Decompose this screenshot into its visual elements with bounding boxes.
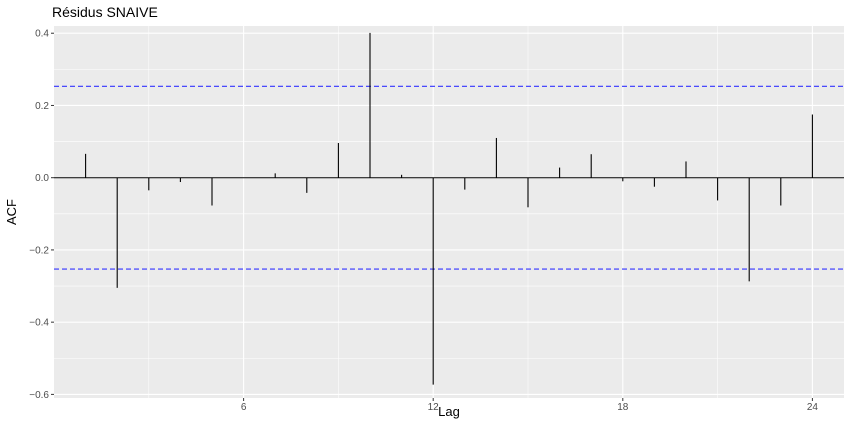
confidence-bounds [54,85,844,270]
y-axis: −0.6 −0.4 −0.2 0.0 0.2 0.4 [29,29,54,401]
y-tick-label: 0.4 [35,29,49,40]
x-tick-label: 6 [241,402,247,413]
y-tick-label: −0.2 [29,245,49,256]
x-axis: 6 12 18 24 [241,398,819,413]
x-tick-label: 24 [807,402,819,413]
y-axis-title: ACF [4,199,19,225]
acf-bars [85,32,813,385]
x-tick-label: 12 [428,402,440,413]
y-tick-label: 0.0 [35,173,49,184]
y-tick-label: −0.4 [29,318,49,329]
chart-title: Résidus SNAIVE [52,4,158,20]
minor-gridlines [54,26,844,398]
x-tick-label: 18 [617,402,629,413]
plot-panel [54,26,844,398]
y-tick-label: −0.6 [29,390,49,401]
y-tick-label: 0.2 [35,101,49,112]
x-axis-title: Lag [438,404,460,419]
